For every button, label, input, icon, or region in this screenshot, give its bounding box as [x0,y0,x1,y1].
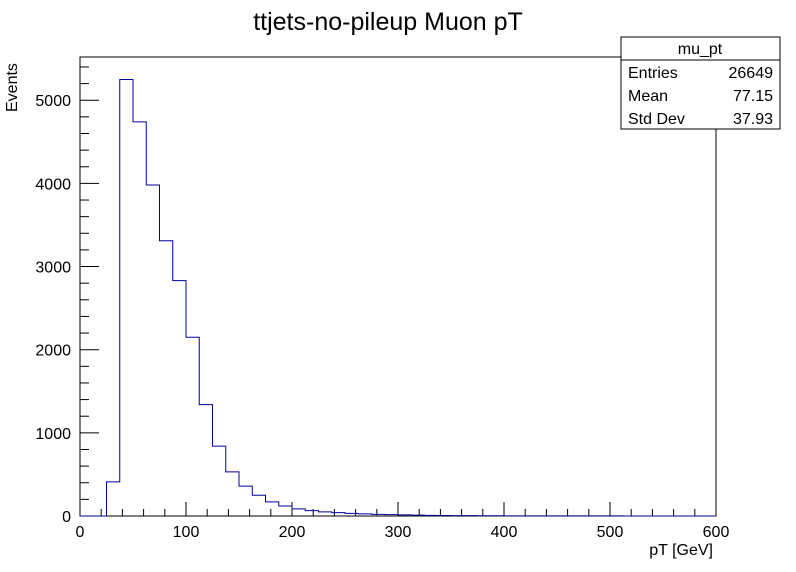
stats-mean-value: 77.15 [733,88,773,105]
histogram-bin [186,337,199,516]
histogram-bin [226,472,239,516]
histogram-outline [80,78,716,517]
stats-box-name: mu_pt [678,41,723,58]
histogram-bin [213,446,226,516]
stats-box-frame [620,36,781,130]
y-axis-label: Events [4,63,21,112]
stats-stddev-value: 37.93 [733,111,773,128]
stats-entries-value: 26649 [729,65,774,82]
x-tick-label: 100 [173,524,200,541]
histogram-bin [173,281,186,516]
y-tick-label: 1000 [35,426,71,443]
x-tick-label: 300 [385,524,412,541]
y-tick-label: 5000 [35,93,71,110]
histogram-bin [305,511,318,516]
histogram-bin [146,185,159,516]
y-tick-label: 2000 [35,343,71,360]
y-tick-label: 4000 [35,176,71,193]
x-tick-label: 400 [491,524,518,541]
histogram-bin [160,241,173,516]
stats-box: mu_pt Entries 26649 Mean 77.15 Std Dev 3… [620,36,781,130]
histogram-bin [252,495,265,516]
histogram-bin [107,482,120,516]
stats-stddev-label: Std Dev [628,111,685,128]
stats-mean-label: Mean [628,88,668,105]
x-axis-label: pT [GeV] [649,542,713,559]
histogram-bin [266,502,279,516]
axis-ticks [79,66,717,517]
chart-title: ttjets-no-pileup Muon pT [253,8,523,36]
x-tick-label: 500 [597,524,624,541]
histogram-bin [292,509,305,516]
histogram-bin [319,512,332,516]
histogram-bins [107,79,624,516]
axis-tick-labels: 0 100 200 300 400 500 600 0 1000 2000 3000 4000 5000 [35,93,729,541]
histogram-bin [199,405,212,516]
y-tick-label: 0 [62,509,71,526]
x-tick-label: 200 [279,524,306,541]
stats-entries-label: Entries [628,65,678,82]
y-tick-label: 3000 [35,260,71,277]
histogram-bin [239,486,252,516]
histogram-bin [120,79,133,516]
histogram-bin [133,122,146,516]
x-tick-label: 0 [76,524,85,541]
histogram-bin [279,506,292,516]
x-tick-label: 600 [703,524,730,541]
